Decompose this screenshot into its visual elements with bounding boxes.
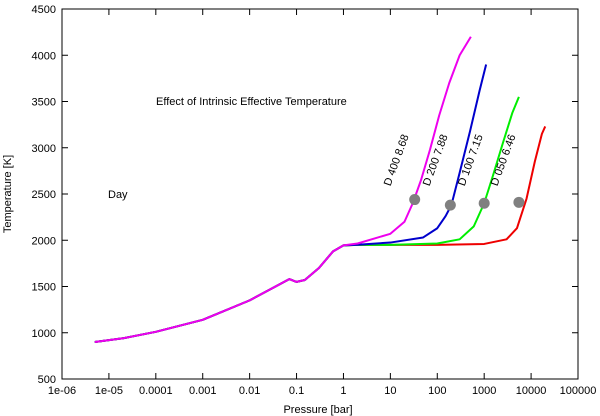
chart-title: Effect of Intrinsic Effective Temperatur… (156, 96, 347, 108)
x-tick-label: 1e-05 (95, 385, 123, 397)
series-marker-0 (513, 196, 525, 208)
x-tick-label: 1000 (472, 385, 496, 397)
y-tick-label: 2000 (32, 235, 56, 247)
x-axis-label: Pressure [bar] (283, 404, 352, 416)
series-layer (94, 36, 547, 343)
y-axis-label: Temperature [K] (2, 155, 14, 233)
y-tick-label: 3500 (32, 97, 56, 109)
x-tick-label: 1e-06 (48, 385, 76, 397)
series-marker-1 (478, 197, 490, 209)
x-tick-label: 10 (384, 385, 396, 397)
marker-layer (409, 194, 525, 211)
series-marker-2 (444, 199, 456, 211)
x-tick-label: 0.0001 (139, 385, 173, 397)
plot-frame (61, 8, 579, 380)
x-tick-label: 0.01 (239, 385, 260, 397)
y-tick-label: 3000 (32, 143, 56, 155)
y-tick-label: 4000 (32, 50, 56, 62)
y-tick-label: 2500 (32, 189, 56, 201)
series-marker-3 (409, 194, 421, 206)
y-tick-label: 500 (38, 374, 56, 386)
y-tick-label: 1500 (32, 282, 56, 294)
x-tick-label: 0.001 (189, 385, 217, 397)
series-line-3 (94, 36, 472, 343)
y-tick-label: 1000 (32, 328, 56, 340)
x-tick-label: 100 (428, 385, 446, 397)
day-label: Day (108, 189, 128, 201)
x-tick-label: 100000 (560, 385, 597, 397)
x-tick-label: 10000 (516, 385, 547, 397)
x-tick-label: 1 (340, 385, 346, 397)
x-tick-label: 0.1 (289, 385, 304, 397)
y-tick-label: 4500 (32, 4, 56, 16)
